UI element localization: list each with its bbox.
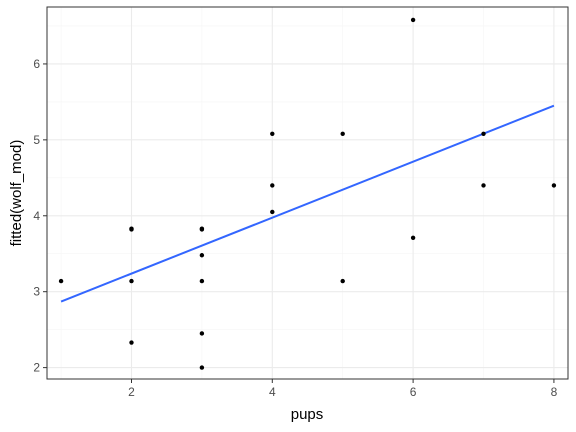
x-tick-label: 8 bbox=[551, 385, 558, 399]
data-point bbox=[340, 131, 345, 136]
data-point bbox=[199, 331, 205, 336]
data-point bbox=[129, 340, 134, 345]
plot-panel-background bbox=[47, 7, 568, 379]
data-point bbox=[270, 131, 275, 136]
y-axis-title: fitted(wolf_mod) bbox=[8, 140, 25, 247]
y-tick-label: 2 bbox=[33, 361, 40, 375]
data-points bbox=[58, 17, 557, 370]
data-point bbox=[58, 278, 64, 284]
plot-panel-border bbox=[46, 6, 569, 380]
data-point bbox=[481, 183, 486, 188]
y-tick-label: 3 bbox=[33, 285, 40, 299]
major-gridlines bbox=[47, 7, 568, 379]
data-point bbox=[410, 17, 416, 23]
data-point bbox=[551, 183, 557, 188]
y-axis-ticks: 2 3 4 5 6 bbox=[33, 57, 47, 375]
x-axis-title: pups bbox=[291, 406, 324, 423]
data-point bbox=[340, 278, 345, 284]
fit-line-group bbox=[60, 104, 555, 303]
data-point bbox=[270, 183, 275, 188]
x-tick-label: 2 bbox=[128, 385, 135, 399]
regression-line bbox=[60, 104, 555, 303]
y-tick-label: 4 bbox=[33, 209, 40, 223]
data-point bbox=[199, 278, 205, 284]
y-tick-label: 6 bbox=[33, 57, 40, 71]
data-point bbox=[199, 365, 205, 370]
data-point bbox=[199, 253, 205, 258]
data-point bbox=[129, 278, 134, 284]
x-axis-ticks: 2 4 6 8 bbox=[128, 379, 558, 399]
data-point bbox=[129, 227, 134, 232]
data-point bbox=[481, 131, 486, 136]
data-point bbox=[199, 227, 205, 232]
data-point bbox=[410, 235, 416, 240]
x-tick-label: 6 bbox=[410, 385, 417, 399]
y-tick-label: 5 bbox=[33, 133, 40, 147]
data-point bbox=[270, 209, 275, 215]
minor-gridlines bbox=[47, 7, 568, 379]
x-tick-label: 4 bbox=[269, 385, 276, 399]
